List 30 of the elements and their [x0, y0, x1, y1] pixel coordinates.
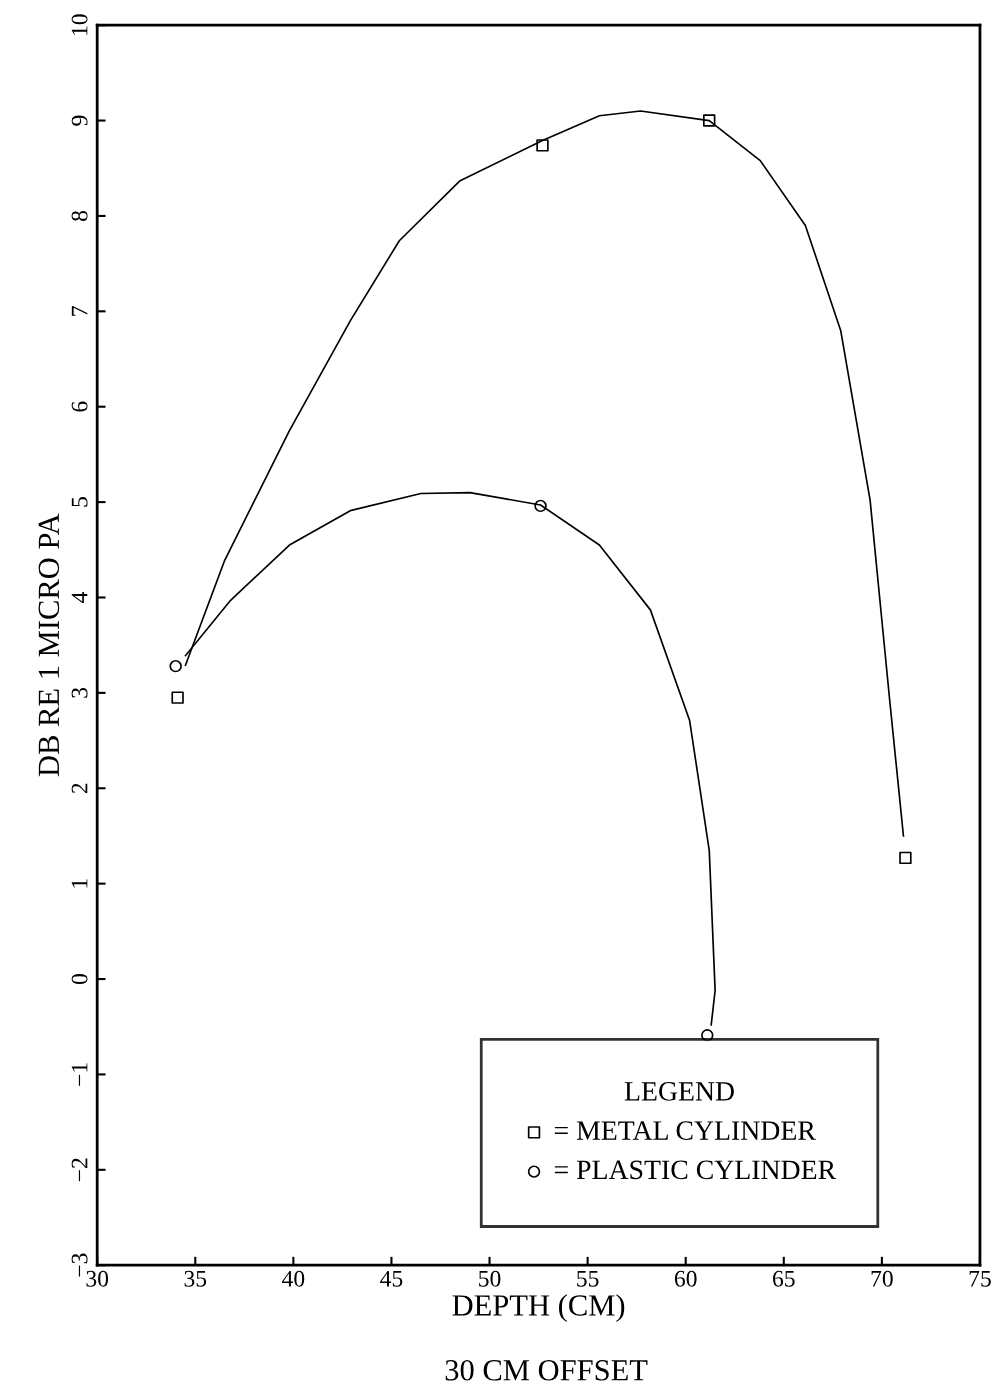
- y-axis-title: DB RE 1 MICRO PA: [38, 513, 60, 777]
- legend-label: = METAL CYLINDER: [554, 1121, 816, 1140]
- y-tick-label: 0: [71, 974, 88, 985]
- x-tick-label: 35: [184, 1270, 207, 1287]
- text: 30 CM OFFSET: [445, 1359, 648, 1381]
- x-axis-title: DEPTH (CM): [452, 1294, 625, 1322]
- x-tick-label: 65: [773, 1270, 795, 1287]
- x-tick-label: 50: [479, 1270, 501, 1287]
- y-tick-label: −3: [71, 1253, 88, 1277]
- x-tick-label: 30: [86, 1270, 109, 1287]
- x-tick-label: 75: [969, 1270, 991, 1287]
- legend-title: LEGEND: [624, 1082, 734, 1101]
- y-tick-label: −1: [71, 1063, 88, 1086]
- y-tick-label: 4: [71, 591, 88, 603]
- y-tick-label: 9: [71, 115, 88, 126]
- y-tick-label: 1: [71, 879, 88, 888]
- y-tick-label: 3: [71, 687, 88, 698]
- y-tick-label: 5: [71, 497, 88, 507]
- legend-label: = PLASTIC CYLINDER: [554, 1160, 837, 1180]
- y-tick-label: 7: [71, 306, 88, 316]
- x-tick-label: 70: [871, 1270, 893, 1287]
- y-tick-label: −2: [71, 1158, 88, 1182]
- x-tick-label: 40: [282, 1270, 305, 1287]
- y-tick-label: 6: [71, 401, 88, 412]
- y-tick-label: 10: [71, 14, 88, 35]
- x-tick-label: 55: [577, 1270, 599, 1287]
- y-tick-label: 2: [71, 783, 88, 794]
- x-tick-label: 60: [674, 1270, 697, 1287]
- y-tick-label: 8: [71, 210, 88, 221]
- x-tick-label: 45: [380, 1270, 403, 1287]
